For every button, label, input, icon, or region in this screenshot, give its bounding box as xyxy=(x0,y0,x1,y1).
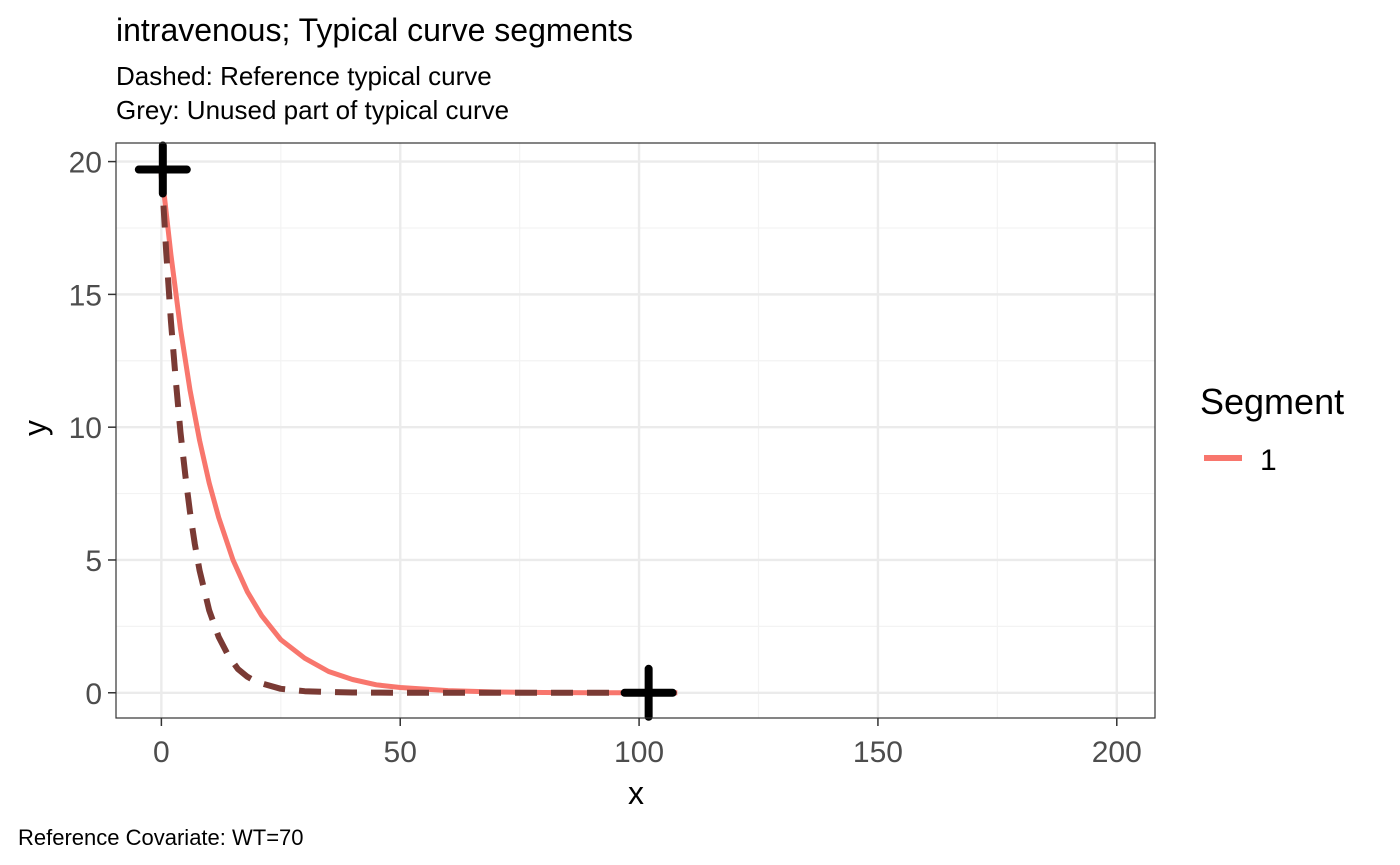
caption: Reference Covariate: WT=70 xyxy=(18,825,304,850)
x-axis-label: x xyxy=(628,775,644,811)
series-line-segment-1 xyxy=(158,169,678,696)
y-tick-label: 0 xyxy=(85,678,102,711)
x-tick-label: 0 xyxy=(153,736,170,769)
x-tick-label: 150 xyxy=(853,736,903,769)
plus-marker-1 xyxy=(134,141,191,198)
legend-entry-label: 1 xyxy=(1260,444,1277,477)
marker-layer xyxy=(134,141,677,721)
chart-subtitle-line-2: Grey: Unused part of typical curve xyxy=(116,95,509,125)
series-line-reference-dashed xyxy=(158,169,659,696)
x-axis-ticks: 0 50 100 150 200 xyxy=(153,718,1142,769)
y-tick-label: 5 xyxy=(85,545,102,578)
y-tick-label: 20 xyxy=(69,147,102,180)
y-tick-label: 10 xyxy=(69,412,102,445)
y-tick-label: 15 xyxy=(69,279,102,312)
panel-border xyxy=(115,142,1156,719)
series-layer xyxy=(158,169,678,696)
chart-subtitle-line-1: Dashed: Reference typical curve xyxy=(116,61,492,91)
legend: Segment 1 xyxy=(1200,381,1344,477)
y-axis-ticks: 0 5 10 15 20 xyxy=(69,147,116,711)
chart-title: intravenous; Typical curve segments xyxy=(116,12,633,48)
x-tick-label: 50 xyxy=(384,736,417,769)
legend-title: Segment xyxy=(1200,381,1344,422)
x-tick-label: 200 xyxy=(1092,736,1142,769)
grid-minor xyxy=(116,143,1155,718)
x-tick-label: 100 xyxy=(614,736,664,769)
y-axis-label: y xyxy=(17,420,53,436)
plus-marker-2 xyxy=(620,664,677,721)
